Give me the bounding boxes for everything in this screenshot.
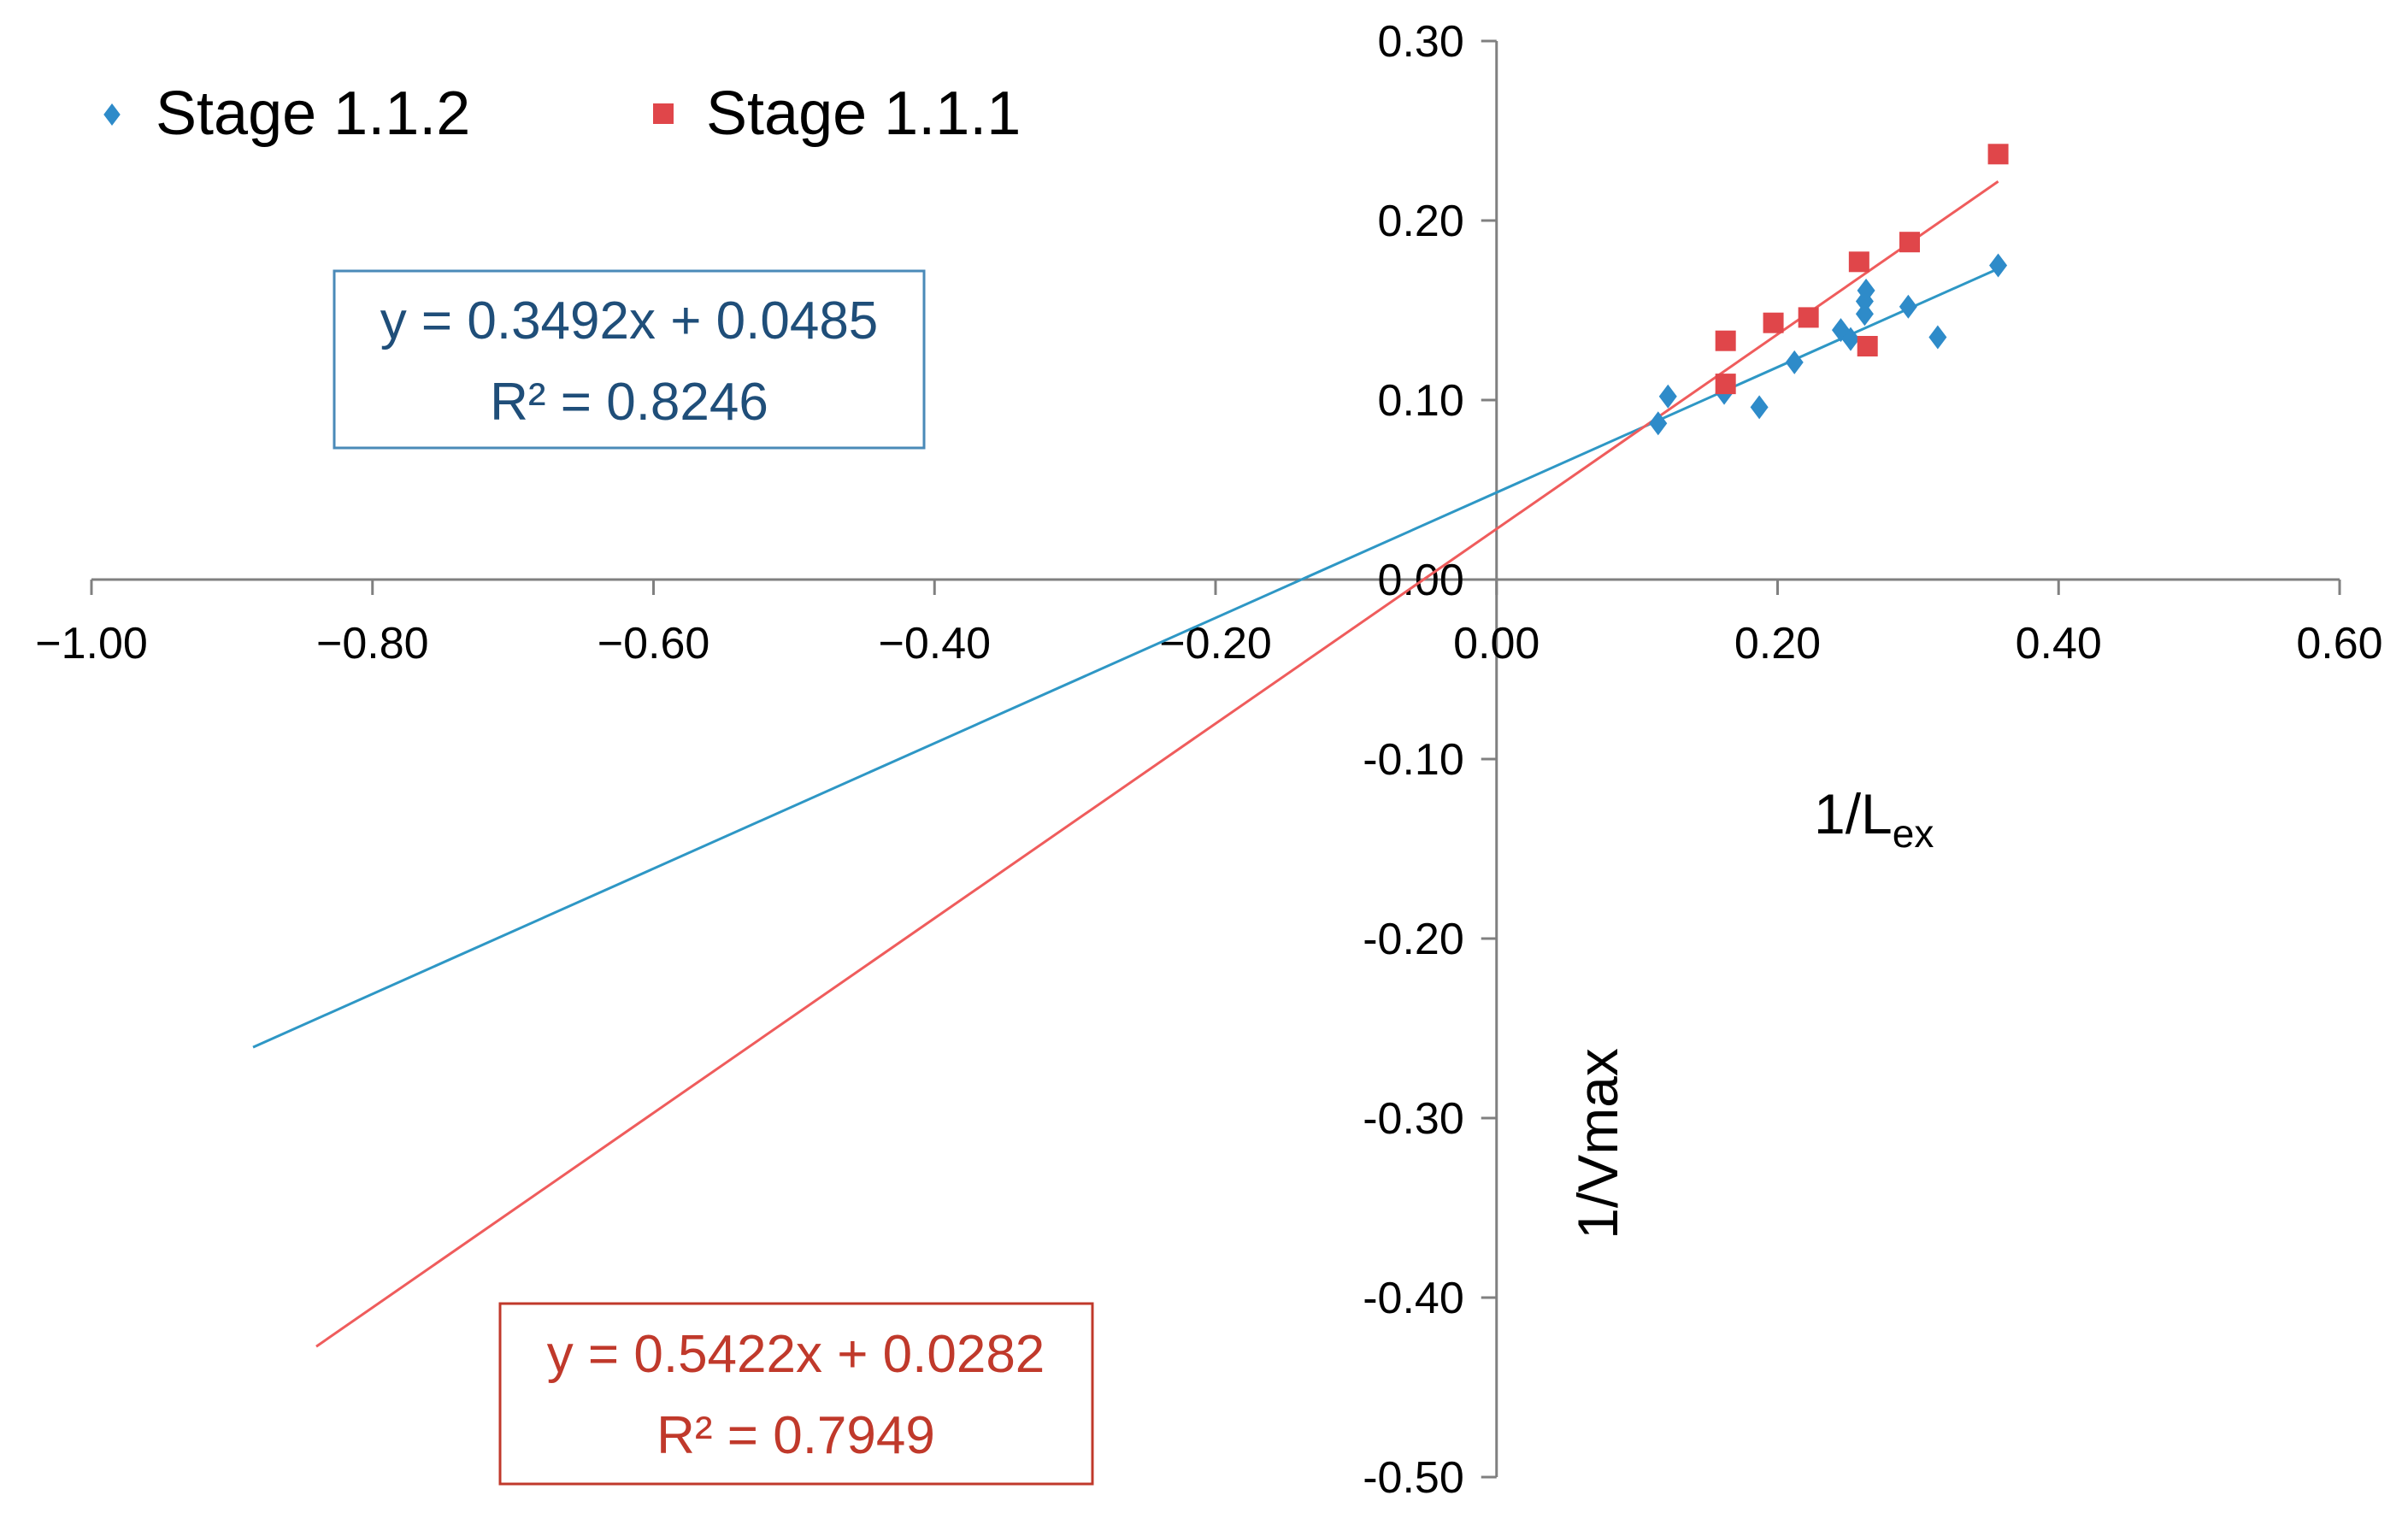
data-point-stage-1-1-1	[1848, 251, 1869, 273]
legend-entry-stage-1-1-2[interactable]: Stage 1.1.2	[103, 79, 470, 148]
trendline-equation: y = 0.3492x + 0.0485	[380, 291, 879, 350]
x-tick-label: 0.00	[1453, 619, 1540, 668]
y-tick-label: 0.30	[1378, 17, 1464, 67]
x-axis-title: 1/Lex	[1814, 782, 1934, 856]
equation-box-frame	[333, 269, 926, 450]
data-point-stage-1-1-2	[1658, 384, 1677, 409]
x-tick-label: −0.40	[878, 619, 991, 668]
y-tick-label: 0.10	[1378, 376, 1464, 426]
data-point-stage-1-1-2	[1928, 325, 1947, 350]
legend-label-stage-1-1-2: Stage 1.1.2	[156, 79, 470, 148]
data-point-stage-1-1-1	[1798, 307, 1819, 328]
y-tick-label: -0.40	[1363, 1274, 1464, 1323]
trendline-equation: y = 0.5422x + 0.0282	[547, 1325, 1045, 1384]
data-points	[1649, 144, 2009, 436]
y-tick-label: -0.10	[1363, 735, 1464, 785]
data-point-stage-1-1-1	[1715, 330, 1736, 351]
data-point-stage-1-1-2	[1989, 253, 2008, 278]
y-tick-label: -0.30	[1363, 1094, 1464, 1144]
data-point-stage-1-1-1	[1987, 144, 2009, 165]
x-tick-label: −1.00	[35, 619, 148, 668]
equation-box-frame	[498, 1302, 1094, 1486]
x-axis-title-main: 1/L	[1814, 782, 1893, 845]
legend-entry-stage-1-1-1[interactable]: Stage 1.1.1	[653, 79, 1021, 148]
x-tick-label: −0.20	[1159, 619, 1272, 668]
data-point-stage-1-1-1	[1899, 232, 1921, 253]
legend: Stage 1.1.2 Stage 1.1.1	[103, 79, 1021, 148]
legend-marker-diamond	[103, 103, 121, 126]
data-point-stage-1-1-1	[1857, 336, 1878, 356]
x-tick-label: −0.80	[316, 619, 429, 668]
data-point-stage-1-1-2	[1649, 411, 1668, 436]
x-axis-title-subscript: ex	[1893, 811, 1934, 856]
data-point-stage-1-1-2	[1841, 327, 1860, 351]
data-point-stage-1-1-1	[1763, 312, 1784, 333]
trendline-r-squared: R² = 0.8246	[490, 373, 768, 432]
legend-marker-square	[653, 103, 674, 124]
equation-box-stage-1-1-2: y = 0.3492x + 0.0485 R² = 0.8246	[333, 269, 926, 450]
data-point-stage-1-1-2	[1785, 350, 1804, 374]
data-point-stage-1-1-2	[1857, 278, 1875, 303]
data-point-stage-1-1-2	[1750, 395, 1769, 420]
x-tick-label: 0.60	[2296, 619, 2382, 668]
data-point-stage-1-1-1	[1715, 374, 1736, 395]
x-tick-label: 0.40	[2016, 619, 2102, 668]
x-tick-label: 0.20	[1734, 619, 1821, 668]
y-tick-label: -0.20	[1363, 915, 1464, 964]
trendline-stage-1-1-2	[252, 267, 1999, 1049]
axes: −1.00 −0.80 −0.60 −0.40 −0.20 0.00 0.20 0.40 0.6…	[35, 17, 2382, 1503]
x-tick-label: −0.60	[598, 619, 710, 668]
equation-box-stage-1-1-1: y = 0.5422x + 0.0282 R² = 0.7949	[498, 1302, 1094, 1486]
y-tick-label: 0.20	[1378, 197, 1464, 246]
data-point-stage-1-1-2	[1855, 302, 1874, 327]
y-tick-label: -0.50	[1363, 1453, 1464, 1503]
data-point-stage-1-1-2	[1899, 294, 1917, 319]
legend-label-stage-1-1-1: Stage 1.1.1	[706, 79, 1021, 148]
trendline-r-squared: R² = 0.7949	[656, 1406, 935, 1465]
y-axis-title: 1/Vmax	[1566, 1048, 1629, 1239]
